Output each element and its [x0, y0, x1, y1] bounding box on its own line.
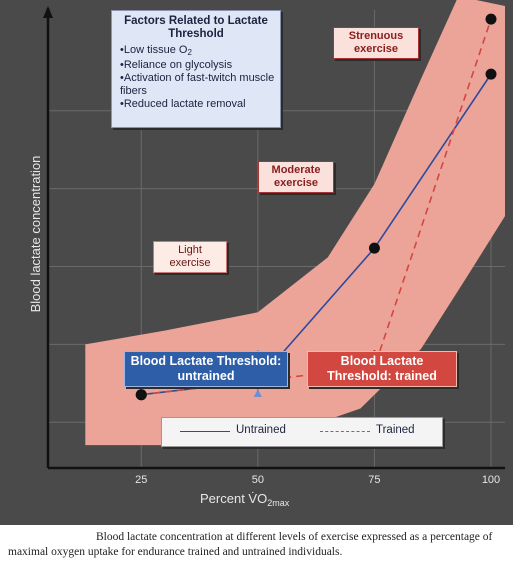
- x-tick-label: 25: [135, 474, 148, 486]
- data-point-untrained: [368, 242, 380, 254]
- factors-box: Factors Related to Lactate Threshold Low…: [111, 10, 281, 128]
- chart-legend: Untrained Trained: [161, 417, 443, 447]
- y-axis-label: Blood lactate concentration: [28, 155, 43, 313]
- legend-untrained-label: Untrained: [236, 424, 286, 436]
- x-tick-label: 75: [368, 474, 381, 486]
- x-axis-label: Percent V̇O2max: [200, 491, 290, 508]
- light-exercise-label: Light exercise: [153, 241, 227, 273]
- data-point-trained: [485, 13, 497, 25]
- factor-item: Low tissue O2: [120, 44, 280, 59]
- factor-item: Reliance on glycolysis: [120, 59, 280, 72]
- legend-untrained-swatch: [180, 431, 230, 432]
- factor-item: Activation of fast-twitch muscle fibers: [120, 72, 280, 98]
- x-tick-label: 50: [251, 474, 264, 486]
- threshold-untrained-arrow-head-icon: [253, 388, 262, 397]
- strenuous-exercise-label: Strenuous exercise: [333, 27, 419, 59]
- legend-trained-label: Trained: [376, 424, 415, 436]
- data-point-trained: [135, 389, 147, 401]
- series-line-untrained: [141, 73, 492, 396]
- exercise-range-band: [85, 0, 505, 446]
- legend-trained-swatch: [320, 431, 370, 432]
- x-tick-label: 100: [481, 474, 501, 486]
- data-point-untrained: [485, 68, 497, 80]
- threshold-untrained-label: Blood Lactate Threshold: untrained: [124, 351, 288, 387]
- chart-figure: Blood lactate concentration Factors Rela…: [0, 0, 513, 525]
- factors-list: Low tissue O2 Reliance on glycolysis Act…: [112, 44, 280, 111]
- factor-item: Reduced lactate removal: [120, 98, 280, 111]
- factors-title: Factors Related to Lactate Threshold: [124, 15, 268, 40]
- y-axis-arrow-icon: [43, 6, 53, 18]
- factor-item-text: Low tissue O2: [123, 44, 192, 57]
- figure-caption: Blood lactate concentration at different…: [8, 531, 493, 558]
- moderate-exercise-label: Moderate exercise: [258, 161, 334, 193]
- threshold-trained-label: Blood Lactate Threshold: trained: [307, 351, 457, 387]
